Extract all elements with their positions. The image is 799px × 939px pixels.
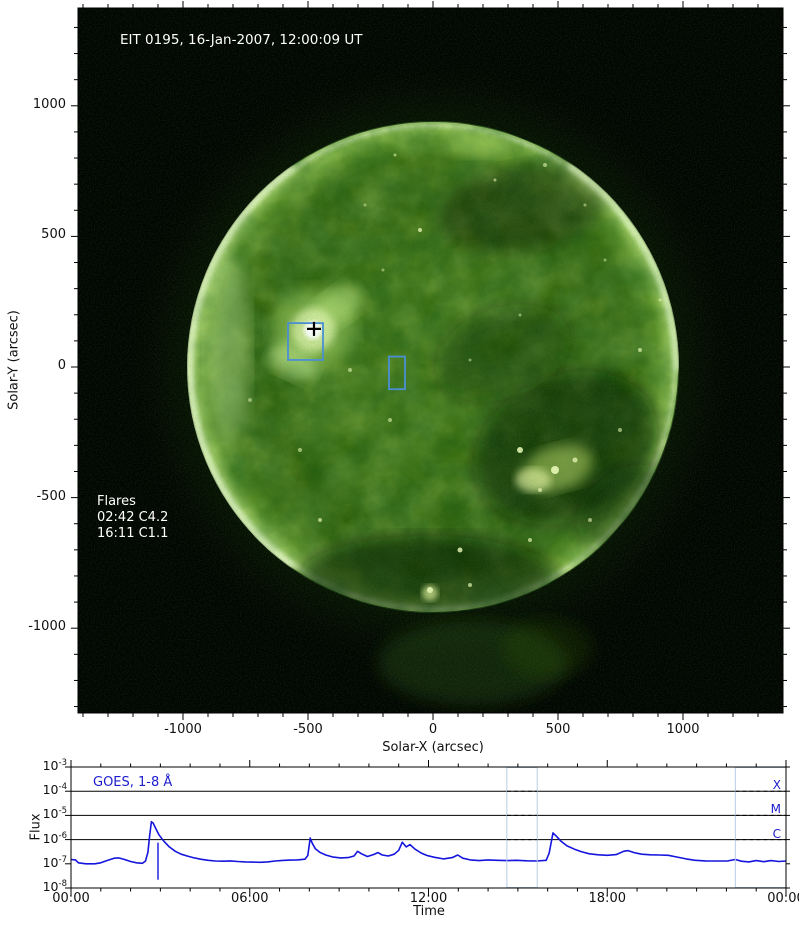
sun-plot-border — [77, 7, 784, 714]
goes-flux-tick-label: 10-5 — [42, 806, 67, 822]
sun-x-tick-label: 1000 — [666, 722, 700, 737]
sun-x-tick-label: -1000 — [164, 722, 202, 737]
axes-layer — [71, 1, 790, 720]
image-title: EIT 0195, 16-Jan-2007, 12:00:09 UT — [120, 32, 363, 48]
image-grain — [78, 8, 783, 713]
goes-legend: GOES, 1-8 Å — [93, 775, 173, 790]
sun-y-tick-label: 500 — [41, 227, 66, 243]
sun-y-tick-label: -500 — [36, 488, 66, 504]
goes-time-tick-label: 00:00 — [767, 891, 799, 906]
sun-x-tick-label: -500 — [293, 722, 323, 737]
xray-class-label-x: X — [772, 778, 781, 792]
xray-class-label-c: C — [772, 827, 781, 841]
goes-flux-tick-label: 10-7 — [42, 854, 67, 870]
sun-y-tick-label: 0 — [57, 358, 66, 373]
flare-region-box-large — [287, 322, 324, 361]
flare-entry-2: 16:11 C1.1 — [97, 526, 169, 541]
goes-time-tick-label: 06:00 — [231, 891, 269, 906]
goes-flux-tick-label: 10-4 — [42, 782, 67, 798]
goes-flux-tick-label: 10-8 — [42, 879, 67, 895]
goes-time-tick-label: 18:00 — [588, 891, 626, 906]
sun-y-tick-label: -1000 — [28, 619, 66, 635]
goes-xray-plot — [65, 760, 790, 895]
flare-entry-1: 02:42 C4.2 — [97, 510, 169, 525]
flare-cross-marker — [307, 321, 321, 336]
flares-annotation: Flares 02:42 C4.2 16:11 C1.1 — [97, 494, 168, 542]
sun-y-tick-label: 1000 — [32, 96, 66, 112]
data-gap-band — [506, 767, 538, 888]
goes-flux-tick-label: 10-6 — [42, 830, 67, 846]
sun-x-tick-label: 500 — [545, 722, 571, 737]
xray-class-label-m: M — [770, 802, 781, 816]
goes-time-tick-label: 00:00 — [52, 891, 90, 906]
flares-heading: Flares — [97, 494, 136, 509]
goes-flux-curve — [70, 820, 787, 865]
goes-flux-tick-label: 10-3 — [42, 758, 67, 774]
sun-xaxis-title: Solar-X (arcsec) — [382, 740, 484, 755]
goes-xaxis-title: Time — [413, 904, 445, 919]
eit-sun-image — [78, 8, 783, 713]
goes-time-tick-label: 12:00 — [409, 891, 448, 906]
flare-region-box-small — [388, 355, 406, 391]
sun-x-tick-label: 0 — [428, 722, 438, 737]
goes-background — [71, 767, 786, 888]
flare-region-markers — [287, 321, 406, 391]
